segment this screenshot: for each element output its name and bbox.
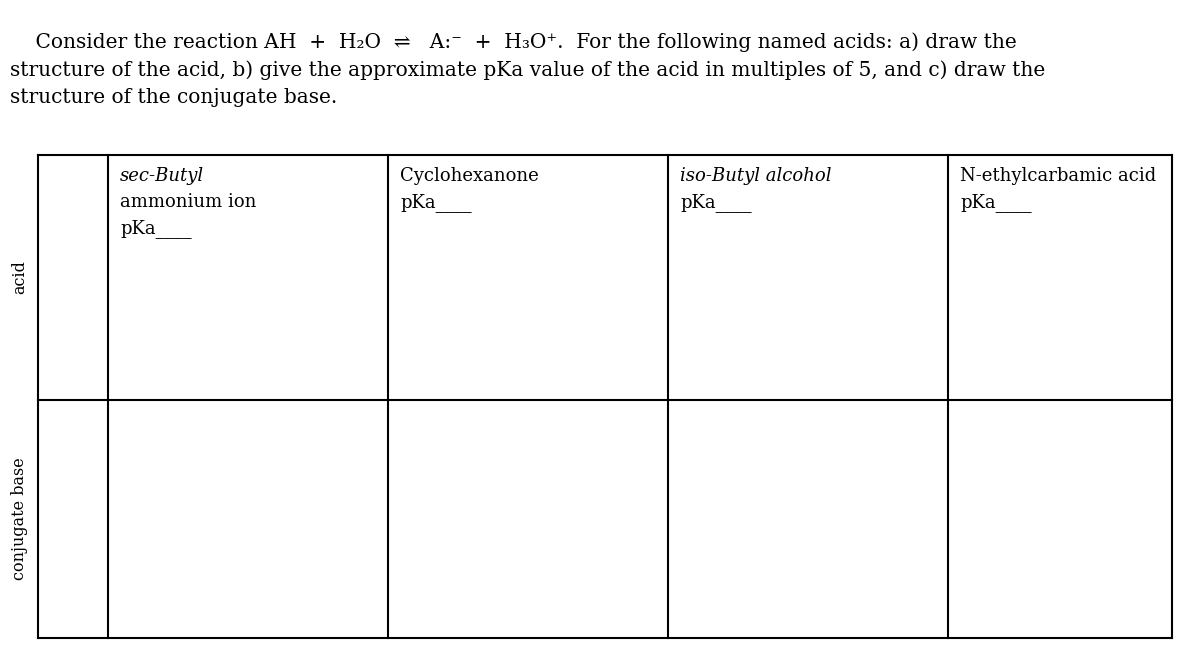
Text: pKa____: pKa____ <box>120 219 192 238</box>
Text: N-ethylcarbamic acid: N-ethylcarbamic acid <box>960 167 1157 185</box>
Text: iso-Butyl alcohol: iso-Butyl alcohol <box>680 167 832 185</box>
Text: sec-Butyl: sec-Butyl <box>120 167 204 185</box>
Text: structure of the conjugate base.: structure of the conjugate base. <box>10 88 337 107</box>
Text: Consider the reaction AH  +  H₂O  ⇌   A:⁻  +  H₃O⁺.  For the following named aci: Consider the reaction AH + H₂O ⇌ A:⁻ + H… <box>10 32 1016 52</box>
Text: conjugate base: conjugate base <box>12 458 29 580</box>
Text: ammonium ion: ammonium ion <box>120 193 257 211</box>
Text: Cyclohexanone: Cyclohexanone <box>400 167 539 185</box>
Text: pKa____: pKa____ <box>680 193 751 212</box>
Text: pKa____: pKa____ <box>960 193 1032 212</box>
Text: structure of the acid, b) give the approximate pKa value of the acid in multiple: structure of the acid, b) give the appro… <box>10 60 1045 80</box>
Text: acid: acid <box>12 260 29 295</box>
Text: pKa____: pKa____ <box>400 193 472 212</box>
